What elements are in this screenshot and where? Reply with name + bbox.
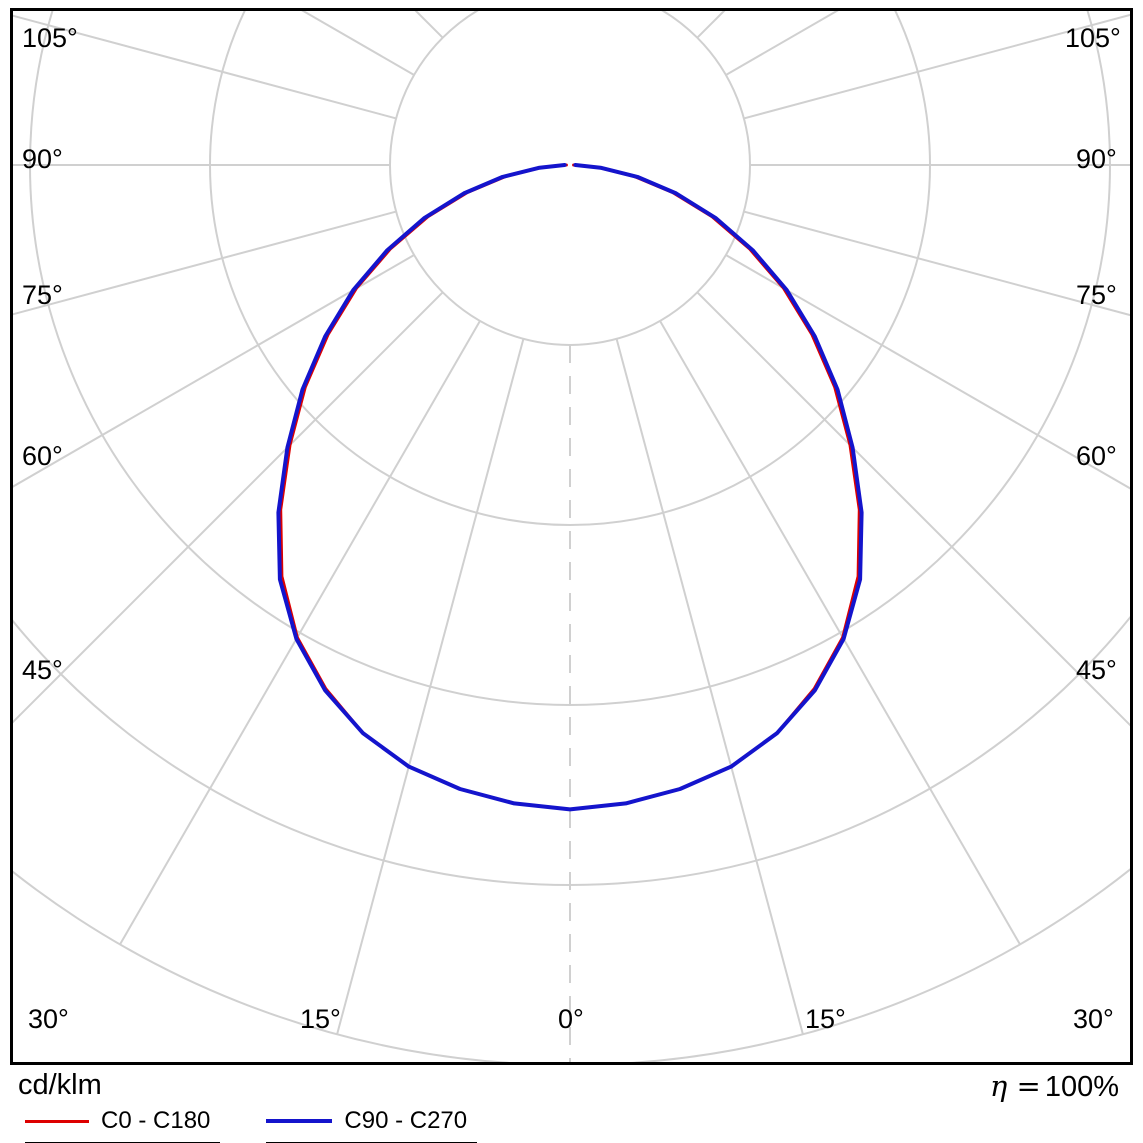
curve-C90-C270 [276,163,864,812]
angle-label: 45° [22,655,63,685]
grid-radial-30 [659,320,1021,945]
grid-radial-315 [13,291,444,724]
grid-ring-400 [13,615,1130,886]
grid-radial-105 [743,13,1130,120]
grid-radial-75 [743,210,1130,317]
grid-radial-240 [301,11,415,76]
c90-c270-line-sample [266,1119,333,1123]
angle-label: 75° [22,280,63,310]
eta-symbol: η = [989,1069,1041,1103]
angle-label: 15° [300,1004,341,1034]
angle-label: 60° [1076,441,1117,471]
angle-label: 60° [22,441,63,471]
c0-c180-line-sample [25,1119,89,1123]
grid-radial-15 [615,338,804,1035]
c0-c180-label: C0 - C180 [101,1107,211,1134]
grid-radial-255 [13,14,397,120]
legend-entries: C0 - C180 C90 - C270 [25,1107,478,1143]
angle-label: 105° [1065,23,1121,53]
angle-label: 30° [1073,1004,1114,1034]
c90-c270-label: C90 - C270 [344,1107,468,1134]
angle-label: 105° [22,23,78,53]
angle-label: 90° [1076,144,1117,174]
grid-radial-45 [696,291,1130,727]
legend-entry-c90-c270: C90 - C270 [266,1107,478,1143]
efficiency-label: η = 100% [990,1069,1119,1104]
angle-label: 0° [558,1004,584,1034]
grid-radial-285 [13,210,397,316]
angle-label: 75° [1076,280,1117,310]
angle-label: 30° [28,1004,69,1034]
polar-grid-and-curves [13,11,1130,1062]
legend: cd/klm η = 100% C0 - C180 C90 - C270 [0,1065,1143,1143]
grid-ring-100 [389,11,751,346]
grid-radial-60 [725,254,1130,490]
grid-radial-300 [13,254,415,488]
efficiency-value: 100% [1044,1071,1119,1103]
polar-plot-area: 105° 105° 90° 90° 75° 75° 60° 60° 45° 45° 30° 15° 0°… [10,8,1133,1065]
grid-radial-345 [336,338,525,1035]
grid-radial-330 [119,320,481,945]
grid-radial-120 [725,11,839,76]
unit-label: cd/klm [18,1069,102,1101]
angle-label: 45° [1076,655,1117,685]
angle-label: 90° [22,144,63,174]
angle-label: 15° [805,1004,846,1034]
curve-C0-C180 [279,163,861,811]
legend-entry-c0-c180: C0 - C180 [25,1107,221,1143]
